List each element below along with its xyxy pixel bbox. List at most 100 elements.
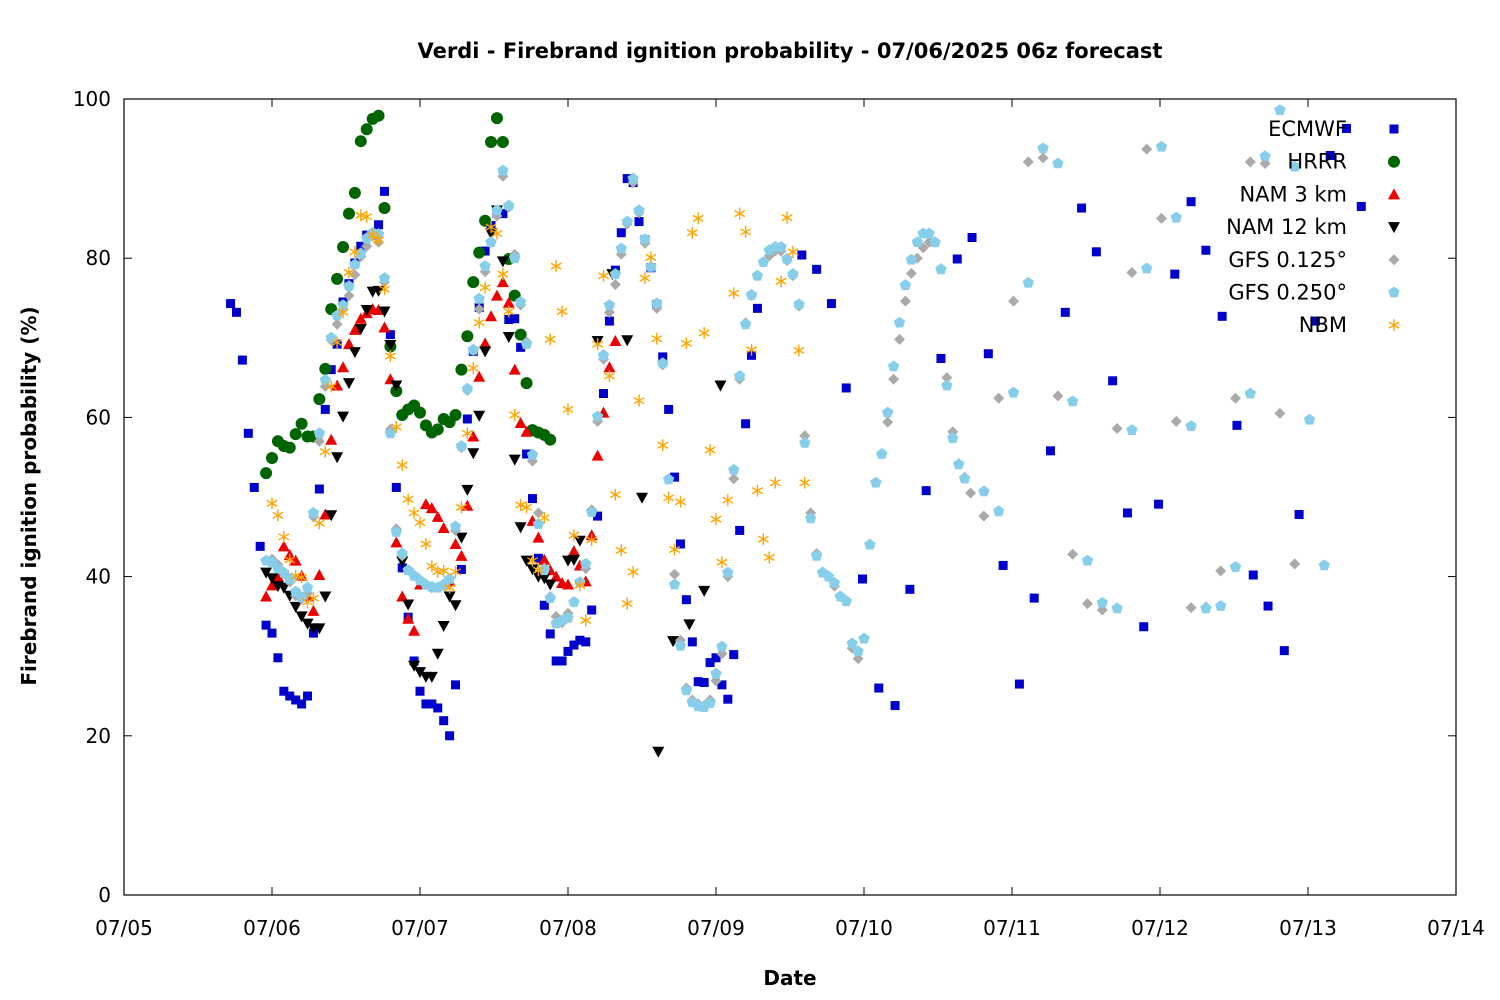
data-point [348, 323, 361, 335]
data-point [693, 677, 703, 687]
data-point [763, 551, 775, 564]
data-point [674, 639, 687, 651]
data-point [490, 289, 503, 301]
data-point [1022, 276, 1034, 288]
data-point [664, 404, 674, 414]
data-point [1037, 142, 1049, 154]
x-tick-label: 07/13 [1279, 916, 1337, 940]
data-point [556, 305, 568, 318]
data-point [285, 691, 295, 701]
data-point [319, 591, 332, 603]
data-point [498, 209, 508, 219]
data-point [467, 343, 479, 355]
x-tick-label: 07/11 [983, 916, 1041, 940]
data-point [414, 667, 426, 679]
data-point [307, 506, 320, 518]
data-point [372, 285, 385, 297]
x-tick-label: 07/07 [391, 916, 449, 940]
x-axis-label: Date [763, 966, 816, 990]
chart-title: Verdi - Firebrand ignition probability -… [418, 39, 1163, 63]
legend-marker [1388, 286, 1400, 298]
data-point [615, 242, 627, 254]
data-point [1279, 646, 1289, 656]
data-point [378, 306, 391, 318]
data-point [929, 236, 941, 248]
data-point [337, 299, 349, 310]
data-point [378, 202, 391, 215]
data-point [1215, 600, 1227, 611]
data-point [354, 324, 367, 336]
data-point [473, 292, 485, 304]
data-point [921, 486, 931, 496]
data-point [445, 731, 455, 741]
data-point [680, 684, 693, 696]
data-point [1232, 420, 1242, 430]
legend: ECMWF HRRR NAM 3 km NAM 12 km GFS 0.125° GFS … [1226, 117, 1400, 337]
data-point [510, 314, 520, 324]
data-point [496, 256, 509, 268]
data-point [278, 530, 290, 543]
data-point [1052, 390, 1064, 402]
data-point [658, 352, 668, 362]
data-point [797, 250, 807, 260]
data-point [331, 272, 344, 285]
data-point [408, 624, 421, 636]
data-point [414, 516, 426, 529]
data-point [1274, 407, 1286, 419]
data-point [504, 314, 514, 324]
data-point [734, 207, 746, 220]
data-point [1081, 554, 1094, 566]
data-point [569, 640, 579, 650]
data-point [343, 280, 355, 291]
data-point [1060, 307, 1070, 317]
data-point [1215, 565, 1227, 577]
data-point [449, 600, 462, 612]
data-point [936, 353, 946, 363]
data-point [313, 569, 326, 581]
data-point [722, 494, 734, 507]
data-point [237, 355, 247, 365]
data-point [1091, 247, 1101, 257]
data-point [858, 574, 868, 584]
data-point [1139, 622, 1149, 632]
data-point [1122, 508, 1132, 518]
data-point [740, 225, 752, 238]
data-point [414, 406, 426, 419]
data-point [455, 549, 468, 561]
data-point [841, 383, 851, 393]
data-point [657, 439, 669, 452]
data-point [379, 186, 389, 196]
data-point [717, 680, 727, 690]
data-point [905, 253, 918, 265]
x-tick-label: 07/12 [1131, 916, 1189, 940]
data-point [923, 227, 935, 239]
data-point [1186, 197, 1196, 207]
data-point [461, 499, 474, 511]
data-point [533, 553, 543, 563]
data-point [283, 441, 296, 454]
data-point [431, 423, 444, 436]
data-point [591, 410, 604, 422]
data-point [402, 599, 415, 611]
data-point [433, 703, 443, 713]
data-point [745, 343, 758, 356]
data-point [319, 362, 332, 375]
data-point [509, 252, 521, 264]
data-point [397, 563, 407, 573]
data-point [627, 565, 639, 578]
data-point [502, 296, 515, 308]
data-point [563, 646, 573, 656]
data-point [728, 473, 740, 485]
data-point [396, 547, 408, 559]
data-point [793, 298, 805, 310]
data-point [307, 592, 319, 605]
data-point [532, 531, 545, 543]
data-point [427, 699, 437, 709]
data-point [593, 511, 603, 521]
data-point [526, 564, 539, 576]
data-point [723, 694, 733, 704]
data-point [828, 577, 841, 588]
data-point [1274, 104, 1286, 115]
data-point [699, 677, 709, 687]
